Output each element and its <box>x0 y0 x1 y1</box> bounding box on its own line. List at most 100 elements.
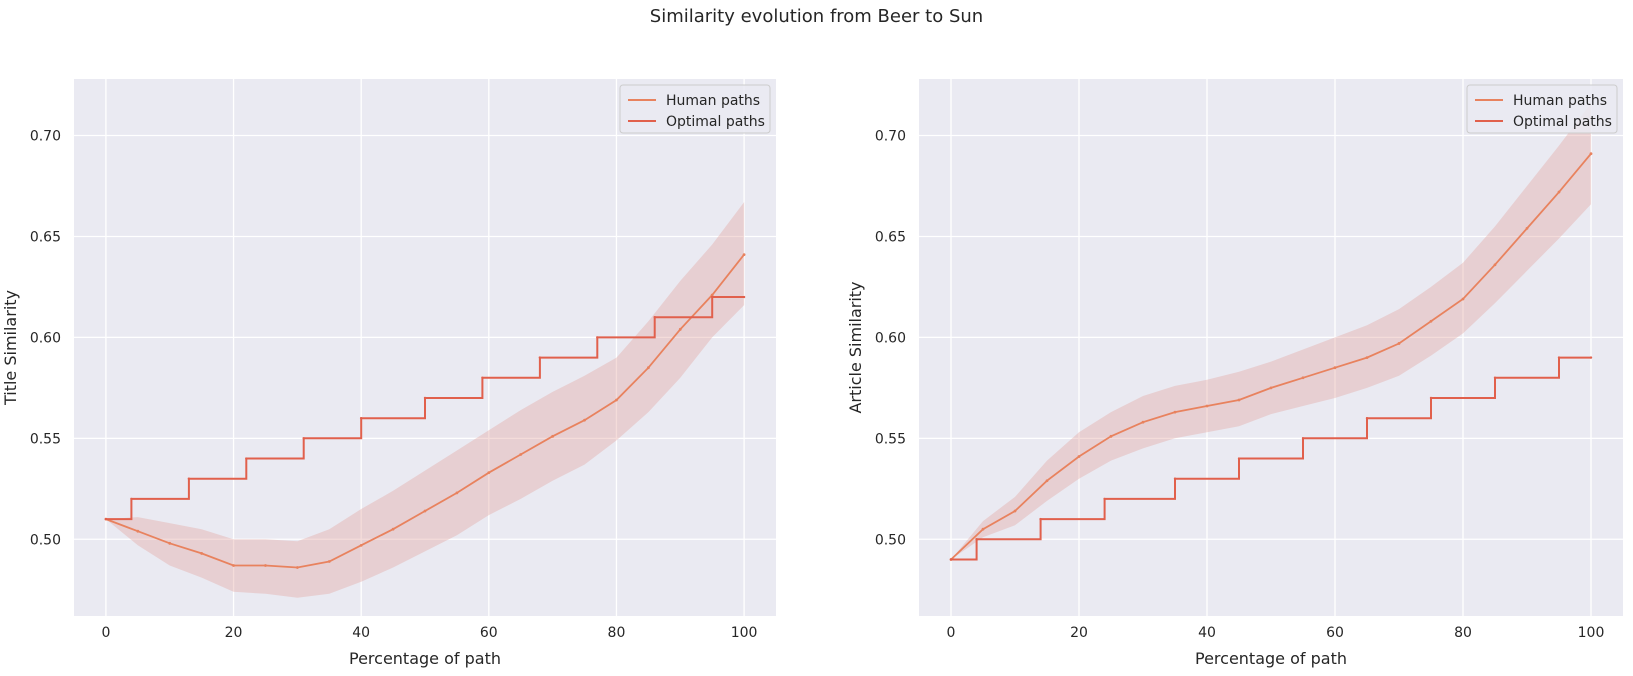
optimal-paths-point <box>1301 437 1305 440</box>
x-tick-label: 100 <box>731 625 758 641</box>
optimal-paths-point <box>1589 356 1593 359</box>
human-paths-point <box>232 564 235 567</box>
optimal-paths-point <box>302 437 305 440</box>
human-paths-point <box>423 509 427 513</box>
legend-label: Human paths <box>666 93 760 109</box>
x-tick-label: 0 <box>947 625 956 641</box>
article-similarity-panel: 0 20 40 60 80 100 0.50 0.55 0.60 0.65 0.70 Percenta… <box>846 79 1623 668</box>
human-paths-point <box>455 491 459 495</box>
figure-title: Similarity evolution from Beer to Sun <box>649 6 984 27</box>
y-tick-label: 0.55 <box>875 431 906 447</box>
optimal-paths-point <box>245 457 248 460</box>
y-tick-label: 0.70 <box>30 129 61 145</box>
x-axis-label: Percentage of path <box>1195 649 1347 668</box>
human-paths-point <box>1269 386 1273 390</box>
human-paths-point <box>1589 152 1593 156</box>
human-paths-point <box>1461 297 1465 301</box>
x-tick-label: 0 <box>101 625 110 641</box>
optimal-paths-point <box>187 477 191 480</box>
title-similarity-panel: 0 20 40 60 80 100 0.50 0.55 0.60 0.65 0.70 Percenta… <box>1 79 776 668</box>
optimal-paths-point <box>1493 376 1497 379</box>
optimal-paths-point <box>1429 396 1433 400</box>
human-paths-point <box>359 543 363 547</box>
optimal-paths-point <box>359 416 363 420</box>
y-tick-label: 0.65 <box>30 229 61 245</box>
human-paths-point <box>1557 190 1561 194</box>
human-paths-point <box>519 453 523 456</box>
legend: Human paths Optimal paths <box>619 84 771 134</box>
human-paths-point <box>1525 226 1529 230</box>
optimal-paths-point <box>742 295 746 299</box>
optimal-paths-line <box>951 356 1591 561</box>
optimal-paths-point <box>1365 416 1369 420</box>
human-paths-point <box>487 471 491 475</box>
human-paths-point <box>981 527 985 531</box>
y-tick-label: 0.50 <box>875 532 906 548</box>
y-axis-label: Article Similarity <box>846 281 865 413</box>
human-paths-point <box>200 552 204 555</box>
legend-box <box>619 84 771 134</box>
legend-label: Human paths <box>1513 93 1607 109</box>
optimal-paths-point <box>1039 517 1042 521</box>
y-tick-label: 0.60 <box>875 330 906 346</box>
human-paths-point <box>1333 366 1337 370</box>
human-paths-point <box>295 566 299 569</box>
human-paths-point <box>327 560 331 563</box>
human-paths-confidence-band <box>951 103 1591 560</box>
human-paths-point <box>1077 455 1081 458</box>
human-paths-point <box>264 564 267 567</box>
optimal-paths-point <box>596 336 599 339</box>
x-axis-label: Percentage of path <box>349 649 501 668</box>
optimal-paths-point <box>130 497 133 501</box>
human-paths-point <box>1429 319 1433 323</box>
human-paths-point <box>1205 404 1209 408</box>
human-paths-point <box>1365 356 1369 359</box>
optimal-paths-point <box>1103 497 1106 501</box>
optimal-paths-line <box>105 296 745 521</box>
optimal-paths-point <box>423 396 427 400</box>
x-tick-label: 80 <box>1454 625 1472 641</box>
human-paths-point <box>551 434 555 438</box>
optimal-paths-point <box>1173 477 1177 480</box>
x-tick-label: 80 <box>608 625 626 641</box>
human-paths-point <box>1013 509 1017 513</box>
x-tick-label: 100 <box>1578 625 1605 641</box>
legend-label: Optimal paths <box>666 114 765 130</box>
human-paths-point <box>168 541 172 545</box>
legend-box <box>1466 84 1618 134</box>
y-tick-label: 0.65 <box>875 229 906 245</box>
human-paths-point <box>391 527 395 531</box>
legend-label: Optimal paths <box>1513 114 1612 130</box>
x-tick-label: 20 <box>1070 625 1088 641</box>
optimal-paths-point <box>1237 457 1241 460</box>
optimal-paths-point <box>104 517 108 521</box>
x-tick-label: 60 <box>1326 625 1344 641</box>
human-paths-point <box>678 327 682 331</box>
human-paths-point <box>583 418 586 422</box>
human-paths-point <box>742 253 746 257</box>
human-paths-point <box>1301 376 1305 380</box>
human-paths-point <box>1493 263 1497 267</box>
x-tick-label: 40 <box>1198 625 1216 641</box>
human-paths-point <box>710 293 714 297</box>
human-paths-point <box>1237 398 1241 402</box>
optimal-paths-point <box>653 316 656 319</box>
optimal-paths-point <box>481 376 484 379</box>
optimal-paths-point <box>538 356 542 359</box>
optimal-paths-point <box>710 295 714 299</box>
legend: Human paths Optimal paths <box>1466 84 1618 134</box>
plot-area <box>74 79 776 616</box>
y-tick-label: 0.50 <box>30 532 61 548</box>
y-axis-label: Title Similarity <box>1 290 20 406</box>
y-tick-label: 0.60 <box>30 330 61 346</box>
human-paths-point <box>1109 434 1113 438</box>
human-paths-point <box>646 366 650 370</box>
human-paths-point <box>1141 420 1145 424</box>
y-tick-label: 0.70 <box>875 129 906 145</box>
x-tick-label: 40 <box>352 625 370 641</box>
x-tick-label: 20 <box>225 625 243 641</box>
human-paths-point <box>615 398 618 402</box>
plot-area <box>919 79 1623 616</box>
human-paths-point <box>1045 479 1049 483</box>
